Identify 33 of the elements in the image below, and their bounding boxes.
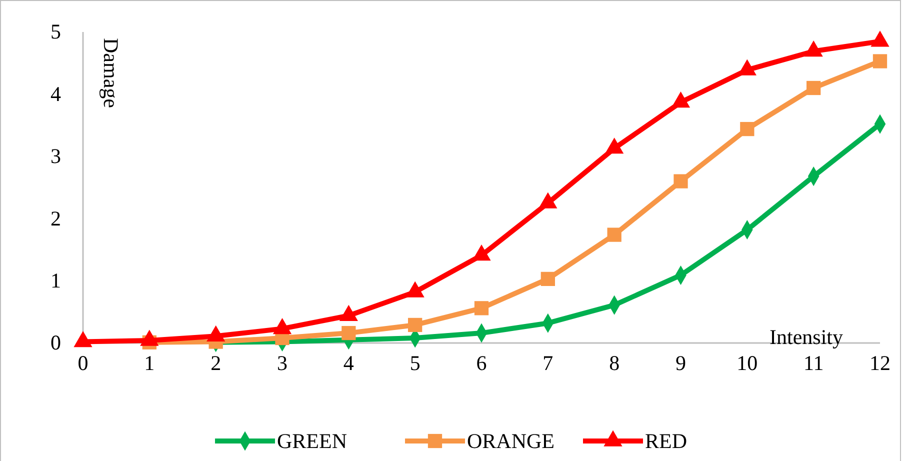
x-tick-label: 2 [210,350,222,375]
legend-label: RED [645,429,687,453]
y-tick-label: 3 [50,144,61,168]
x-tick-label: 9 [676,350,686,375]
point [740,122,754,136]
x-tick-label: 5 [410,350,420,375]
x-tick-label: 3 [277,350,288,375]
x-tick-label: 6 [476,350,487,375]
x-tick-label: 4 [343,350,354,375]
x-tick-label: 7 [542,350,554,375]
x-tick-label: 10 [736,350,758,375]
y-axis-title: Damage [99,38,123,108]
point [408,318,422,332]
y-tick-label: 2 [50,206,61,230]
point [607,228,622,242]
y-tick-label: 5 [50,20,61,44]
y-tick-label: 0 [50,330,61,355]
x-tick-label: 11 [803,350,824,375]
y-tick-label: 1 [50,268,61,293]
point [474,301,489,316]
y-tick-label: 4 [50,82,62,106]
point [806,80,821,96]
legend-label: GREEN [277,429,347,453]
point [540,272,555,286]
legend-label: ORANGE [467,429,554,453]
x-tick-label: 12 [870,350,890,375]
point [674,174,688,188]
x-tick-label: 0 [78,350,88,375]
x-tick-label: 8 [609,350,620,375]
x-tick-label: 1 [144,350,155,375]
point [872,54,888,68]
point [342,326,356,340]
x-axis-title: Intensity [770,325,844,349]
